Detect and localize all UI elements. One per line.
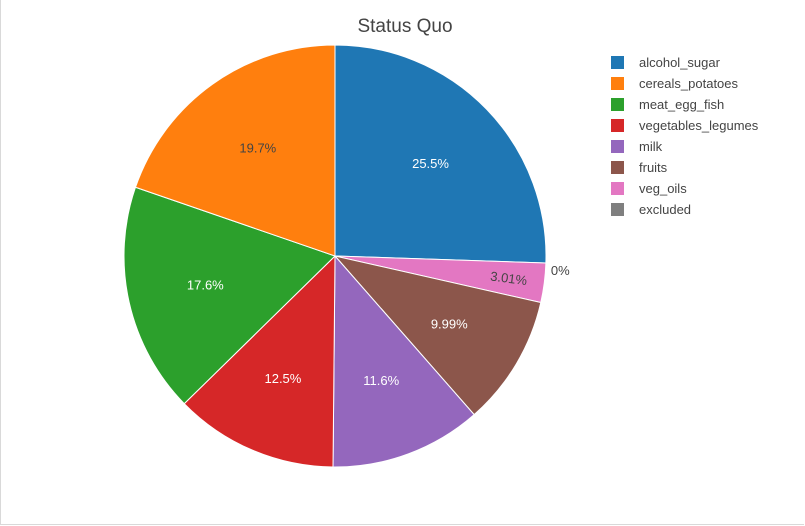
legend-item-excluded[interactable]: excluded: [611, 202, 691, 217]
legend-swatch-veg-oils: [611, 182, 624, 195]
pie-labels: 25.5% 0% 3.01% 9.99% 11.6% 12.5% 17.6% 19.7%: [187, 140, 570, 388]
slice-label-fruits: 9.99%: [431, 316, 468, 331]
legend-swatch-milk: [611, 140, 624, 153]
pie-slice-alcohol-sugar[interactable]: [334, 44, 547, 264]
legend-item-alcohol-sugar[interactable]: alcohol_sugar: [611, 55, 721, 70]
legend-swatch-meat-egg-fish: [611, 98, 624, 111]
pie-slice-cereals-potatoes[interactable]: [134, 44, 336, 257]
pie-slice-meat-egg-fish[interactable]: [123, 186, 336, 405]
legend-label-milk: milk: [639, 139, 663, 154]
slice-label-excluded: 0%: [551, 263, 570, 278]
pie-slice-fruits[interactable]: [333, 255, 542, 416]
legend-item-meat-egg-fish[interactable]: meat_egg_fish: [611, 97, 724, 112]
pie-slice-milk[interactable]: [332, 254, 475, 468]
legend-item-cereals-potatoes[interactable]: cereals_potatoes: [611, 76, 739, 91]
slice-label-alcohol-sugar: 25.5%: [412, 156, 449, 171]
legend-swatch-alcohol-sugar: [611, 56, 624, 69]
slice-label-veg-oils: 3.01%: [489, 269, 528, 289]
legend-label-excluded: excluded: [639, 202, 691, 217]
legend-swatch-vegetables-legumes: [611, 119, 624, 132]
slice-label-cereals-potatoes: 19.7%: [239, 140, 276, 155]
slice-label-meat-egg-fish: 17.6%: [187, 278, 224, 293]
slice-label-milk: 11.6%: [363, 373, 399, 388]
legend-swatch-fruits: [611, 161, 624, 174]
legend-label-meat-egg-fish: meat_egg_fish: [639, 97, 724, 112]
legend-item-vegetables-legumes[interactable]: vegetables_legumes: [611, 118, 759, 133]
legend-label-cereals-potatoes: cereals_potatoes: [639, 76, 739, 91]
pie-slices: [123, 44, 547, 468]
legend: alcohol_sugar cereals_potatoes meat_egg_fi…: [611, 55, 759, 217]
legend-label-fruits: fruits: [639, 160, 668, 175]
legend-label-vegetables-legumes: vegetables_legumes: [639, 118, 759, 133]
slice-label-vegetables-legumes: 12.5%: [264, 371, 301, 386]
legend-swatch-cereals-potatoes: [611, 77, 624, 90]
legend-swatch-excluded: [611, 203, 624, 216]
legend-label-veg-oils: veg_oils: [639, 181, 687, 196]
legend-label-alcohol-sugar: alcohol_sugar: [639, 55, 721, 70]
chart-title: Status Quo: [357, 16, 452, 37]
legend-item-veg-oils[interactable]: veg_oils: [611, 181, 687, 196]
legend-item-milk[interactable]: milk: [611, 139, 663, 154]
legend-item-fruits[interactable]: fruits: [611, 160, 668, 175]
pie-slice-vegetables-legumes[interactable]: [183, 254, 336, 468]
